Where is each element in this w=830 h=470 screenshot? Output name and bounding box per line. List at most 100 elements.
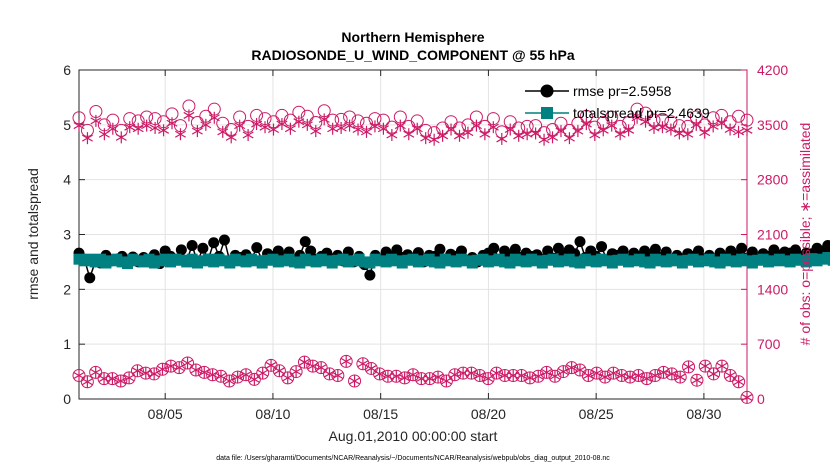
obs_assimilated-point [124, 121, 136, 134]
obs_assimilated_low-point [599, 371, 611, 384]
obs_assimilated_low-point [98, 372, 110, 385]
obs_assimilated_low-point [440, 374, 452, 387]
obs_assimilated-point [462, 126, 474, 139]
y-left-tick-label: 3 [63, 227, 71, 243]
obs_assimilated_low-point [432, 371, 444, 384]
obs_assimilated-point [530, 127, 542, 140]
obs_assimilated_low-point [207, 368, 219, 381]
totalspread-point [827, 254, 830, 266]
y-left-tick-label: 6 [63, 62, 71, 78]
obs_assimilated-point [614, 128, 626, 141]
obs_assimilated_low-point [198, 366, 210, 379]
obs_assimilated_low-point [524, 371, 536, 384]
rmse-point [218, 234, 230, 246]
obs_assimilated-point [496, 132, 508, 145]
rmse-point [574, 236, 586, 248]
obs_assimilated_low-point [324, 367, 335, 380]
obs_assimilated-point [293, 115, 305, 128]
x-tick-label: 08/15 [363, 406, 398, 422]
obs_assimilated-point [318, 113, 330, 126]
obs_assimilated_low-point [641, 372, 653, 385]
rmse-point [299, 236, 311, 248]
obs_assimilated_low-point [457, 367, 469, 380]
obs_assimilated_low-point [298, 356, 310, 369]
obs_assimilated_low-point [632, 369, 644, 382]
obs_assimilated-point [242, 129, 254, 142]
obs_assimilated-point [538, 133, 550, 146]
obs_assimilated_low-point [582, 369, 594, 382]
series-layer [72, 99, 830, 404]
obs_assimilated_low-point [716, 360, 728, 373]
obs_assimilated_low-point [557, 365, 569, 378]
y-axis-left-label: rmse and totalspread [25, 168, 41, 300]
obs_assimilated-point [132, 122, 144, 135]
obs_assimilated-point [377, 122, 389, 135]
obs_assimilated-point [513, 129, 525, 142]
obs_assimilated_low-point [708, 367, 720, 380]
obs_assimilated-point [690, 118, 702, 131]
rmse-point [208, 237, 220, 249]
obs_assimilated-point [141, 119, 153, 132]
obs_assimilated_low-point [591, 367, 603, 380]
obs_assimilated-point [487, 121, 499, 134]
obs_assimilated-point [386, 129, 398, 142]
obs_possible-point [732, 109, 746, 123]
obs_assimilated-point [149, 121, 161, 134]
rmse-point [596, 241, 608, 253]
rmse-point [391, 244, 403, 256]
obs_assimilated_low-point [399, 371, 411, 384]
obs_assimilated-point [563, 132, 575, 145]
rmse-point [186, 239, 198, 251]
obs_assimilated-point [310, 125, 322, 138]
obs_assimilated-point [158, 124, 170, 137]
obs_assimilated_low-point [131, 364, 143, 377]
obs_assimilated_low-point [474, 369, 486, 382]
rmse-point [84, 272, 96, 284]
obs_assimilated_low-point [541, 366, 553, 379]
y-right-tick-label: 1400 [757, 281, 788, 297]
obs_assimilated-point [437, 129, 449, 142]
obs_assimilated_low-point [349, 374, 361, 387]
obs_assimilated-point [428, 133, 440, 146]
y-right-tick-label: 700 [757, 336, 781, 352]
legend-totalspread-label: totalspread pr=2.4639 [573, 105, 710, 121]
obs_assimilated_low-point [382, 370, 394, 383]
obs_assimilated-point [394, 119, 406, 132]
x-tick-label: 08/05 [148, 406, 183, 422]
obs_assimilated-point [369, 120, 381, 133]
obs_assimilated_low-point [658, 366, 669, 379]
obs_assimilated-point [208, 111, 220, 124]
y-left-tick-label: 4 [63, 172, 71, 188]
obs_assimilated-point [166, 117, 178, 130]
obs_assimilated_low-point [123, 371, 135, 384]
rmse-point [822, 239, 830, 251]
axis-ticks: 08/05 08/10 08/15 08/20 08/25 08/30 0 1 2 3 4 5 6 0 70… [63, 62, 788, 422]
obs_assimilated_low-point [232, 371, 244, 384]
x-tick-label: 08/25 [579, 406, 614, 422]
rmse-point [649, 243, 661, 255]
obs_assimilated_low-point [90, 366, 102, 379]
legend-totalspread-marker [541, 107, 553, 119]
obs_assimilated-point [191, 125, 203, 138]
obs_assimilated_low-point [106, 372, 118, 385]
obs_assimilated-point [504, 123, 516, 136]
obs_assimilated_low-point [374, 367, 386, 380]
obs_assimilated-point [716, 117, 728, 130]
obs_assimilated_low-point [273, 364, 285, 377]
obs_assimilated-point [580, 118, 592, 131]
obs_assimilated-point [445, 123, 457, 136]
obs_assimilated_low-point [724, 369, 736, 382]
obs_assimilated_low-point [507, 369, 519, 382]
obs_assimilated-point [741, 124, 753, 137]
obs_assimilated_low-point [465, 367, 477, 380]
y-right-tick-label: 3500 [757, 117, 788, 133]
obs_assimilated-point [251, 118, 263, 131]
obs_assimilated_low-point [674, 371, 686, 384]
obs_assimilated_low-point [340, 355, 352, 368]
obs_assimilated_low-point [624, 371, 636, 384]
rmse-point [175, 244, 187, 256]
obs_assimilated_low-point [407, 368, 419, 381]
obs_assimilated_low-point [607, 367, 619, 380]
legend: rmse pr=2.5958 totalspread pr=2.4639 [525, 83, 710, 121]
obs_assimilated_low-point [415, 372, 427, 385]
